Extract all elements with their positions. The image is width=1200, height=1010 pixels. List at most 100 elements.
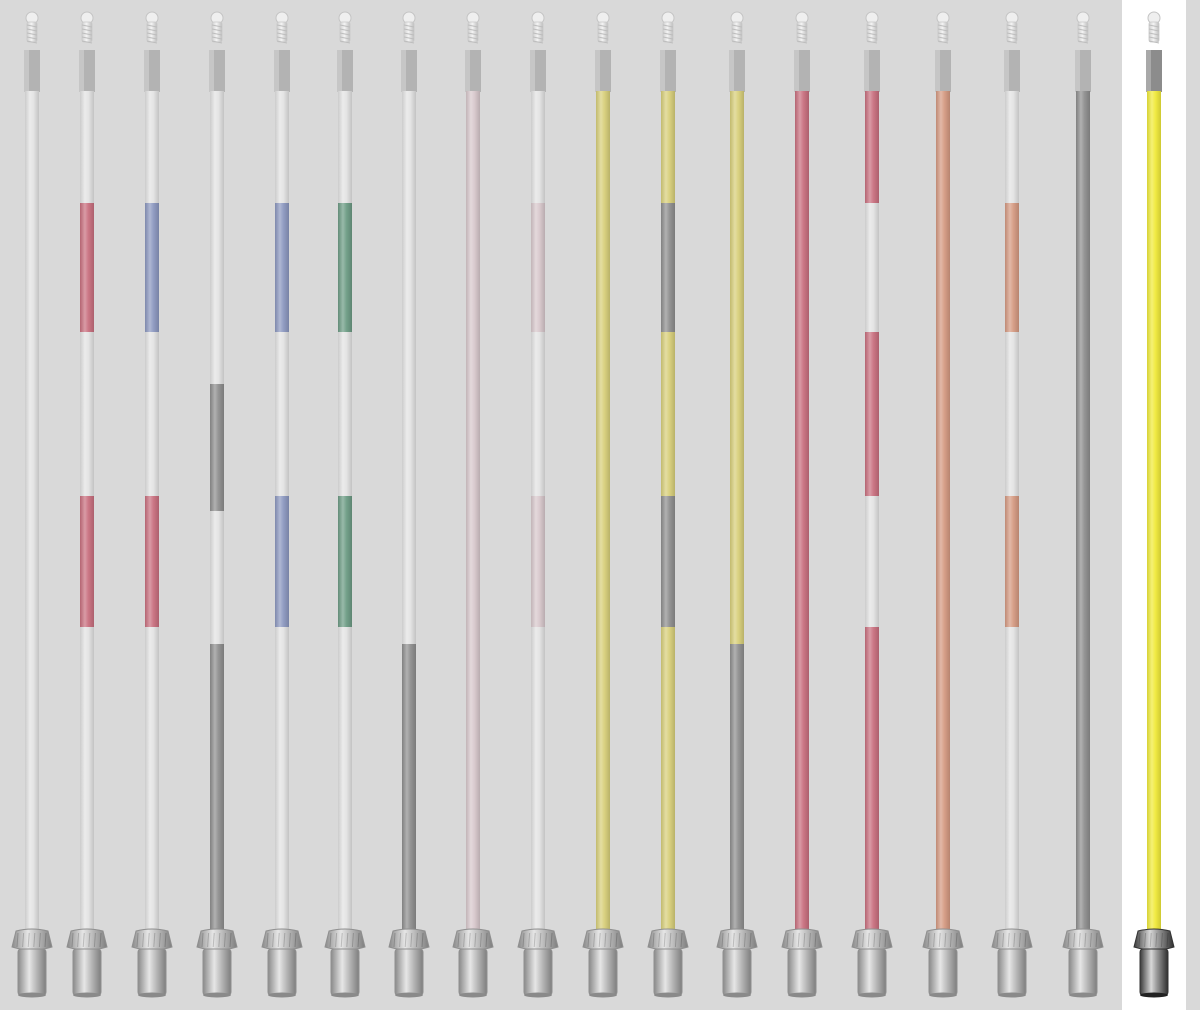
pole-band-blue xyxy=(275,496,289,627)
pole-base-icon xyxy=(1133,928,1175,998)
pole-band-white xyxy=(275,627,289,934)
pole-band-gray xyxy=(661,496,675,627)
pole-base-icon xyxy=(324,928,366,998)
pole-band-pink xyxy=(466,91,480,934)
pole-cap-icon xyxy=(465,11,481,92)
pole-shaft xyxy=(80,91,94,934)
pole-base-icon xyxy=(452,928,494,998)
pole-shaft xyxy=(531,91,545,934)
pole-band-gray xyxy=(210,644,224,934)
pole-band-gray xyxy=(402,644,416,934)
pole-shaft xyxy=(661,91,675,934)
pole-band-blue xyxy=(275,203,289,332)
pole-band-blue xyxy=(145,203,159,332)
pole-band-red xyxy=(80,203,94,332)
pole-10[interactable] xyxy=(571,0,635,1010)
pole-shaft xyxy=(466,91,480,934)
pole-band-red xyxy=(865,332,879,496)
pole-cap-icon xyxy=(401,11,417,92)
pole-band-white xyxy=(338,332,352,496)
pole-shaft xyxy=(795,91,809,934)
pole-band-white xyxy=(80,332,94,496)
pole-band-orange xyxy=(1005,496,1019,627)
pole-cap-icon xyxy=(1146,11,1162,92)
pole-band-white xyxy=(80,91,94,203)
pole-cap-icon xyxy=(530,11,546,92)
pole-cap-icon xyxy=(144,11,160,92)
pole-shaft xyxy=(145,91,159,934)
pole-band-gray xyxy=(730,644,744,934)
pole-band-red xyxy=(865,91,879,203)
pole-band-red xyxy=(795,91,809,934)
pole-3[interactable] xyxy=(120,0,184,1010)
pole-band-gray xyxy=(661,203,675,332)
pole-6[interactable] xyxy=(313,0,377,1010)
pole-band-yellow xyxy=(661,91,675,203)
pole-base-icon xyxy=(1062,928,1104,998)
pole-shaft xyxy=(338,91,352,934)
pole-band-white xyxy=(275,91,289,203)
pole-shaft xyxy=(402,91,416,934)
pole-9[interactable] xyxy=(506,0,570,1010)
pole-16[interactable] xyxy=(980,0,1044,1010)
pole-7[interactable] xyxy=(377,0,441,1010)
pole-base-icon xyxy=(131,928,173,998)
pole-band-white xyxy=(531,332,545,496)
pole-shaft xyxy=(596,91,610,934)
pole-base-icon xyxy=(781,928,823,998)
pole-band-white xyxy=(210,91,224,384)
pole-band-white xyxy=(145,91,159,203)
pole-13[interactable] xyxy=(770,0,834,1010)
pole-cap-icon xyxy=(729,11,745,92)
pole-cap-icon xyxy=(935,11,951,92)
pole-band-bright_yellow xyxy=(1147,91,1161,934)
pole-12[interactable] xyxy=(705,0,769,1010)
pole-band-pink xyxy=(531,203,545,332)
pole-shaft xyxy=(1076,91,1090,934)
pole-2[interactable] xyxy=(55,0,119,1010)
pole-shaft xyxy=(936,91,950,934)
pole-cap-icon xyxy=(794,11,810,92)
pole-base-icon xyxy=(716,928,758,998)
pole-cap-icon xyxy=(337,11,353,92)
pole-shaft xyxy=(275,91,289,934)
pole-band-white xyxy=(531,627,545,934)
pole-5[interactable] xyxy=(250,0,314,1010)
pole-11[interactable] xyxy=(636,0,700,1010)
pole-14[interactable] xyxy=(840,0,904,1010)
pole-15[interactable] xyxy=(911,0,975,1010)
pole-band-orange xyxy=(936,91,950,934)
pole-band-green xyxy=(338,203,352,332)
pole-band-gray xyxy=(1076,91,1090,934)
pole-band-red xyxy=(80,496,94,627)
pole-band-yellow xyxy=(661,332,675,496)
pole-band-white xyxy=(1005,91,1019,203)
pole-base-icon xyxy=(922,928,964,998)
pole-base-icon xyxy=(517,928,559,998)
pole-17[interactable] xyxy=(1051,0,1115,1010)
pole-cap-icon xyxy=(660,11,676,92)
pole-band-white xyxy=(865,203,879,332)
pole-cap-icon xyxy=(595,11,611,92)
pole-shaft xyxy=(730,91,744,934)
pole-4[interactable] xyxy=(185,0,249,1010)
pole-base-icon xyxy=(851,928,893,998)
pole-band-red xyxy=(145,496,159,627)
pole-band-white xyxy=(1005,332,1019,496)
pole-18[interactable] xyxy=(1122,0,1186,1010)
pole-shaft xyxy=(1147,91,1161,934)
pole-band-white xyxy=(145,332,159,496)
pole-band-white xyxy=(275,332,289,496)
pole-band-white xyxy=(210,511,224,644)
pole-band-white xyxy=(402,91,416,644)
pole-band-pink xyxy=(531,496,545,627)
pole-band-yellow xyxy=(596,91,610,934)
pole-8[interactable] xyxy=(441,0,505,1010)
pole-band-green xyxy=(338,496,352,627)
pole-cap-icon xyxy=(79,11,95,92)
pole-base-icon xyxy=(196,928,238,998)
pole-cap-icon xyxy=(209,11,225,92)
pole-band-orange xyxy=(1005,203,1019,332)
pole-shaft xyxy=(1005,91,1019,934)
